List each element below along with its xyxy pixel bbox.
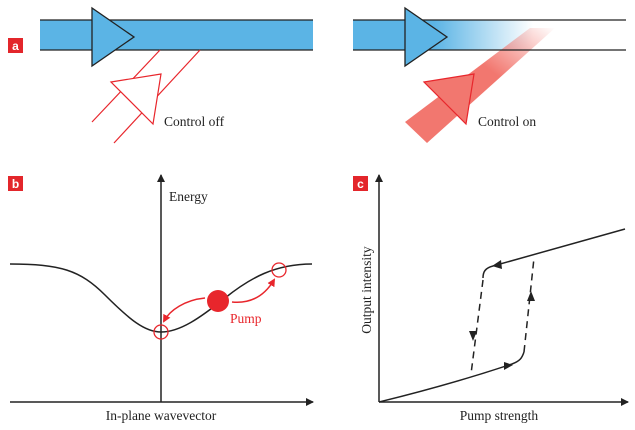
scatter-arrow-right (231, 278, 276, 303)
waveguide-control-on: Control on (353, 6, 626, 143)
dispersion-curve (9, 263, 313, 333)
panel-b: b Energy In-plane wavevector Pump (8, 174, 314, 423)
panel-a: a Control off Control on (8, 6, 626, 144)
switch-down-dashed (470, 279, 484, 375)
panel-c-label-box (353, 176, 368, 191)
arrow-up-icon (527, 291, 535, 301)
panel-b-label: b (12, 177, 19, 191)
red-control-beam (405, 28, 555, 143)
arrow-left-icon (492, 260, 502, 269)
upper-branch (492, 228, 626, 267)
panel-c-label: c (357, 177, 364, 191)
ground-state-circle (153, 324, 169, 340)
panel-c: c Output intensity Pump strength (353, 174, 629, 423)
control-off-caption: Control off (164, 114, 225, 129)
arrow-down-icon (469, 331, 477, 341)
panel-a-label-box (8, 38, 23, 53)
scatter-arrow-left (163, 297, 206, 323)
pump-label: Pump (230, 311, 262, 326)
pump-dot (207, 290, 229, 312)
blue-arrow-icon (91, 6, 136, 68)
panel-a-label: a (12, 39, 19, 53)
pump-axis-label: Pump strength (460, 408, 539, 423)
output-axis-label: Output intensity (359, 246, 374, 334)
wavevector-axis-label: In-plane wavevector (106, 408, 217, 423)
blue-beam (40, 20, 313, 50)
switch-up-dashed (523, 257, 535, 353)
lower-branch (378, 351, 525, 403)
control-on-caption: Control on (478, 114, 536, 129)
excited-state-circle (271, 262, 287, 278)
waveguide-control-off: Control off (40, 6, 313, 144)
blue-arrow-icon (404, 6, 449, 68)
panel-b-label-box (8, 176, 23, 191)
arrow-right-icon (504, 362, 513, 370)
control-arrow-filled-icon (422, 73, 475, 126)
energy-axis-label: Energy (169, 189, 208, 204)
control-arrow-outline-icon (109, 73, 162, 126)
